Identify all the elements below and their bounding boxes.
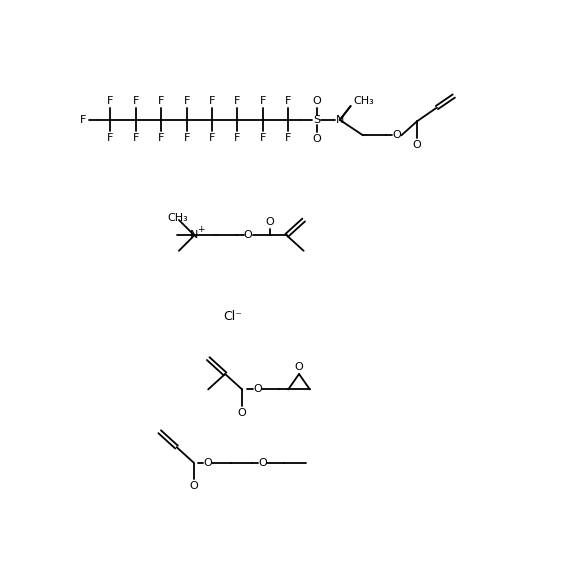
- Text: F: F: [107, 97, 113, 107]
- Text: O: O: [295, 362, 303, 372]
- Text: F: F: [285, 97, 292, 107]
- Text: +: +: [198, 225, 205, 234]
- Text: F: F: [133, 133, 139, 143]
- Text: F: F: [209, 97, 215, 107]
- Text: O: O: [312, 134, 321, 144]
- Text: F: F: [133, 97, 139, 107]
- Text: F: F: [158, 97, 165, 107]
- Text: F: F: [260, 133, 266, 143]
- Text: CH₃: CH₃: [167, 214, 188, 223]
- Text: O: O: [189, 481, 198, 491]
- Text: F: F: [183, 133, 190, 143]
- Text: O: O: [412, 140, 421, 150]
- Text: Cl⁻: Cl⁻: [223, 310, 242, 323]
- Text: F: F: [158, 133, 165, 143]
- Text: O: O: [253, 384, 262, 395]
- Text: F: F: [209, 133, 215, 143]
- Text: CH₃: CH₃: [353, 97, 374, 107]
- Text: O: O: [312, 95, 321, 106]
- Text: F: F: [260, 97, 266, 107]
- Text: O: O: [265, 217, 274, 228]
- Text: O: O: [203, 457, 212, 467]
- Text: O: O: [244, 230, 253, 240]
- Text: F: F: [234, 97, 240, 107]
- Text: F: F: [107, 133, 113, 143]
- Text: N: N: [336, 115, 344, 125]
- Text: O: O: [259, 457, 267, 467]
- Text: S: S: [313, 115, 320, 125]
- Text: O: O: [238, 408, 246, 418]
- Text: N: N: [190, 230, 199, 240]
- Text: F: F: [79, 115, 86, 125]
- Text: O: O: [392, 130, 401, 140]
- Text: F: F: [234, 133, 240, 143]
- Text: F: F: [285, 133, 292, 143]
- Text: F: F: [183, 97, 190, 107]
